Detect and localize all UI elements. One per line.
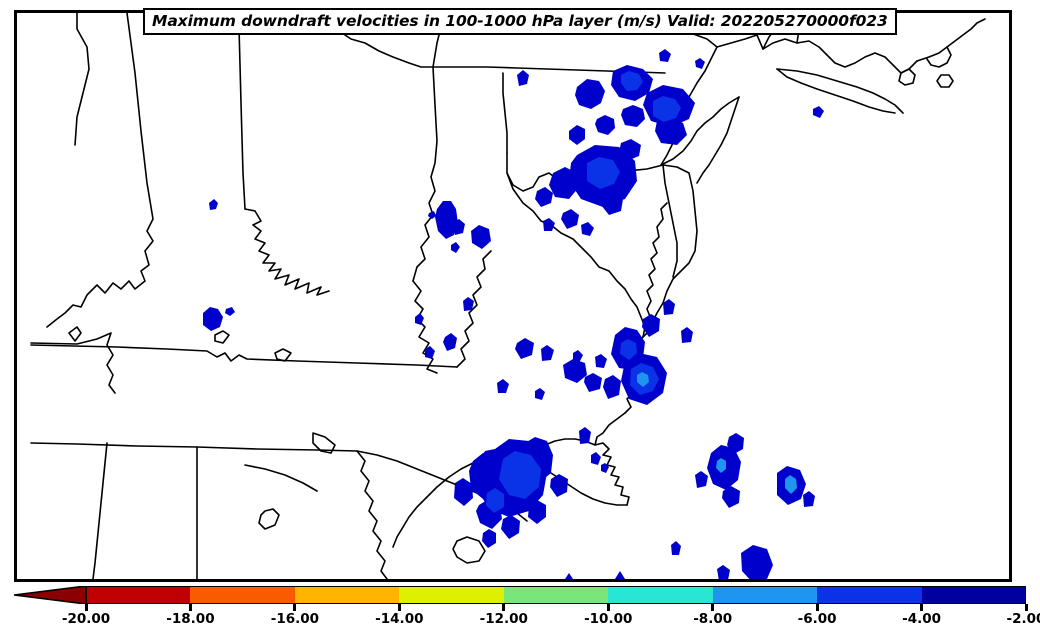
colorbar-segment bbox=[817, 586, 922, 604]
colorbar-tick-label: -20.00 bbox=[61, 611, 111, 627]
colorbar-tick bbox=[606, 604, 610, 611]
colorbar-tick bbox=[397, 604, 401, 611]
colorbar-tick-label: -4.00 bbox=[902, 611, 942, 627]
colorbar-tick-label: -6.00 bbox=[797, 611, 837, 627]
colorbar-tick bbox=[1024, 604, 1028, 611]
map-title-box: Maximum downdraft velocities in 100-1000… bbox=[143, 8, 897, 35]
colorbar-segment bbox=[190, 586, 295, 604]
colorbar-segment bbox=[86, 586, 191, 604]
colorbar-tick-labels: -20.00 -18.00 -16.00 -14.00 -12.00 -10.00 -8.0… bbox=[0, 611, 1040, 633]
map-panel bbox=[14, 10, 1012, 582]
colorbar: -20.00 -18.00 -16.00 -14.00 -12.00 -10.00 -8.0… bbox=[0, 586, 1040, 633]
map-canvas bbox=[30, 13, 986, 579]
colorbar-tick bbox=[293, 604, 297, 611]
colorbar-extend-min-arrow bbox=[14, 586, 86, 604]
colorbar-segment bbox=[399, 586, 504, 604]
colorbar-segment bbox=[503, 586, 609, 604]
map-title-text: Maximum downdraft velocities in 100-1000… bbox=[152, 12, 888, 30]
colorbar-tick-label: -18.00 bbox=[166, 611, 215, 627]
downdraft-data-contours bbox=[203, 15, 824, 579]
colorbar-tick-label: -14.00 bbox=[375, 611, 424, 627]
colorbar-tick bbox=[84, 604, 88, 611]
colorbar-tick-label: -8.00 bbox=[693, 611, 733, 627]
colorbar-gradient bbox=[0, 586, 1040, 604]
colorbar-tick bbox=[502, 604, 506, 611]
colorbar-segment bbox=[921, 586, 1026, 604]
colorbar-ticks bbox=[0, 604, 1040, 611]
colorbar-tick bbox=[188, 604, 192, 611]
colorbar-tick-label: -2.00 bbox=[1006, 611, 1040, 627]
colorbar-tick-label: -12.00 bbox=[479, 611, 528, 627]
colorbar-segment bbox=[294, 586, 400, 604]
colorbar-tick-label: -16.00 bbox=[270, 611, 320, 627]
colorbar-segment bbox=[712, 586, 818, 604]
colorbar-tick-label: -10.00 bbox=[584, 611, 633, 627]
colorbar-segment bbox=[608, 586, 713, 604]
colorbar-tick bbox=[920, 604, 924, 611]
colorbar-tick bbox=[711, 604, 715, 611]
colorbar-tick bbox=[815, 604, 819, 611]
